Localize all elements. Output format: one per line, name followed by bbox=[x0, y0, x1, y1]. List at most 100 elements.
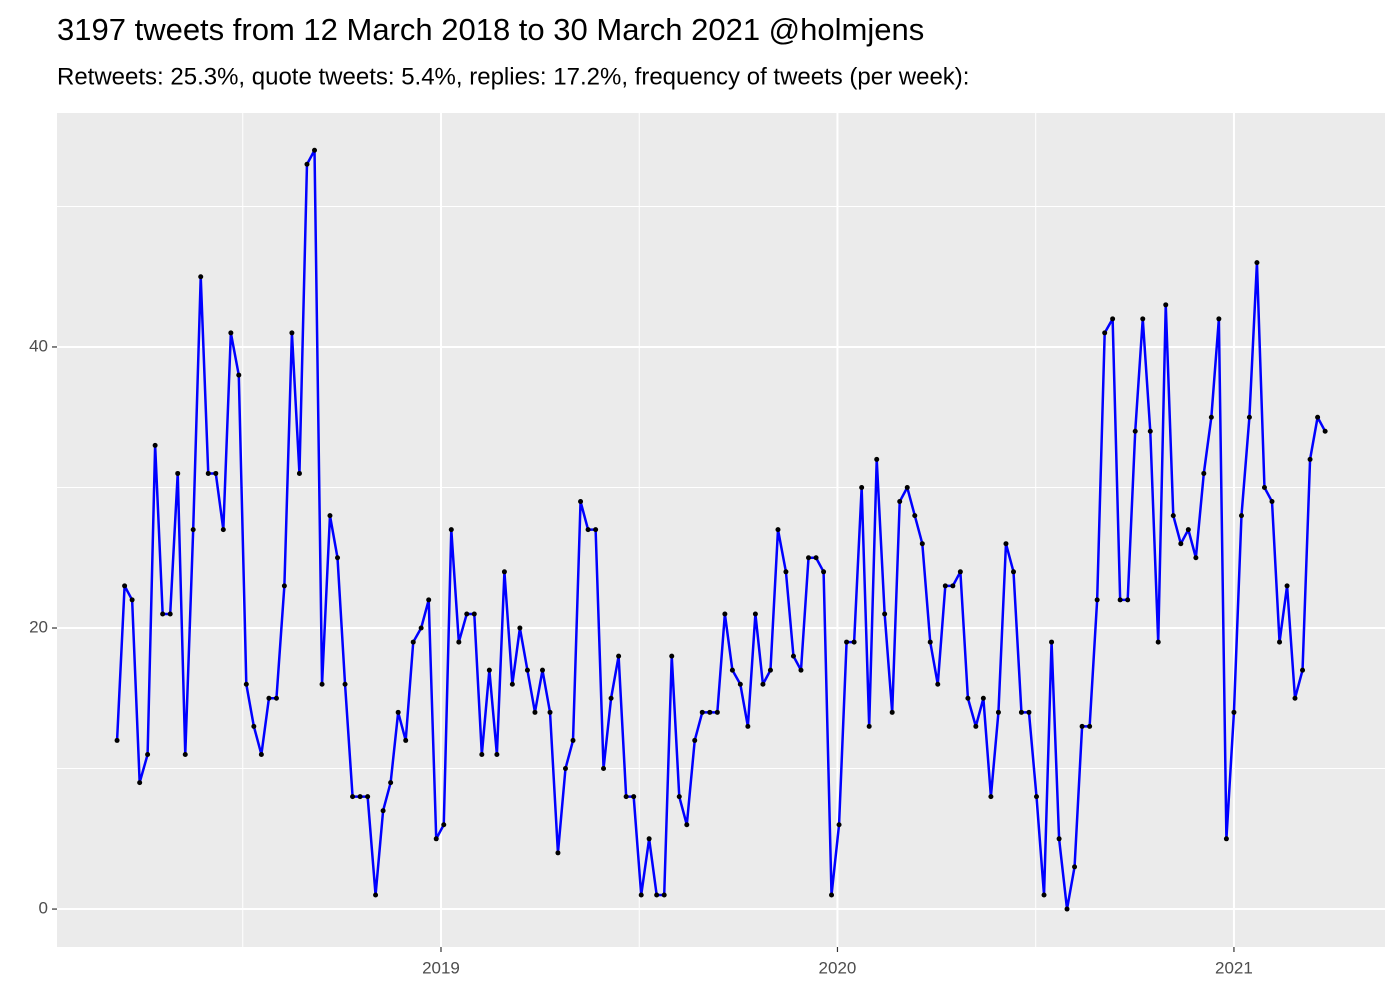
data-point bbox=[836, 822, 842, 828]
data-point bbox=[919, 541, 925, 547]
data-point bbox=[258, 751, 264, 757]
data-point bbox=[1307, 456, 1313, 462]
data-point bbox=[1208, 414, 1214, 420]
data-point bbox=[676, 794, 682, 800]
data-point bbox=[623, 794, 629, 800]
data-point bbox=[866, 723, 872, 729]
data-point bbox=[775, 527, 781, 533]
data-point bbox=[205, 470, 211, 476]
data-point bbox=[1026, 709, 1032, 715]
data-point bbox=[699, 709, 705, 715]
x-tick-label: 2020 bbox=[819, 958, 857, 977]
data-point bbox=[1125, 597, 1131, 603]
data-point bbox=[479, 751, 485, 757]
data-point bbox=[304, 161, 310, 167]
data-point bbox=[524, 667, 530, 673]
chart-subtitle: Retweets: 25.3%, quote tweets: 5.4%, rep… bbox=[57, 63, 969, 90]
data-point bbox=[494, 751, 500, 757]
data-point bbox=[692, 737, 698, 743]
data-point bbox=[167, 611, 173, 617]
data-point bbox=[729, 667, 735, 673]
data-point bbox=[745, 723, 751, 729]
data-point bbox=[570, 737, 576, 743]
data-point bbox=[1087, 723, 1093, 729]
data-point bbox=[1033, 794, 1039, 800]
data-point bbox=[616, 653, 622, 659]
data-point bbox=[798, 667, 804, 673]
data-point bbox=[767, 667, 773, 673]
data-point bbox=[1155, 639, 1161, 645]
data-point bbox=[988, 794, 994, 800]
data-point bbox=[980, 695, 986, 701]
data-point bbox=[145, 751, 151, 757]
data-point bbox=[464, 611, 470, 617]
data-point bbox=[995, 709, 1001, 715]
data-point bbox=[350, 794, 356, 800]
data-point bbox=[593, 527, 599, 533]
data-point bbox=[175, 470, 181, 476]
data-point bbox=[471, 611, 477, 617]
y-tick-label: 20 bbox=[29, 617, 48, 636]
data-point bbox=[1178, 541, 1184, 547]
data-point bbox=[448, 527, 454, 533]
data-point bbox=[213, 470, 219, 476]
data-point bbox=[1269, 499, 1275, 505]
data-point bbox=[973, 723, 979, 729]
data-point bbox=[859, 484, 865, 490]
data-point bbox=[585, 527, 591, 533]
data-point bbox=[684, 822, 690, 828]
data-point bbox=[1003, 541, 1009, 547]
data-point bbox=[335, 555, 341, 561]
data-point bbox=[646, 836, 652, 842]
data-point bbox=[1238, 513, 1244, 519]
data-point bbox=[441, 822, 447, 828]
data-point bbox=[220, 527, 226, 533]
data-point bbox=[236, 372, 242, 378]
data-point bbox=[1110, 316, 1116, 322]
data-point bbox=[152, 442, 158, 448]
data-point bbox=[380, 808, 386, 814]
data-point bbox=[942, 583, 948, 589]
data-point bbox=[631, 794, 637, 800]
data-point bbox=[1261, 484, 1267, 490]
data-point bbox=[1049, 639, 1055, 645]
data-point bbox=[1322, 428, 1328, 434]
data-point bbox=[198, 274, 204, 280]
data-point bbox=[418, 625, 424, 631]
data-point bbox=[1201, 470, 1207, 476]
data-point bbox=[509, 681, 515, 687]
data-point bbox=[410, 639, 416, 645]
data-point bbox=[707, 709, 713, 715]
data-point bbox=[935, 681, 941, 687]
data-point bbox=[539, 667, 545, 673]
data-point bbox=[1216, 316, 1222, 322]
data-point bbox=[829, 892, 835, 898]
data-point bbox=[190, 527, 196, 533]
data-point bbox=[1094, 597, 1100, 603]
data-point bbox=[1185, 527, 1191, 533]
data-point bbox=[388, 780, 394, 786]
data-point bbox=[889, 709, 895, 715]
data-point bbox=[661, 892, 667, 898]
data-point bbox=[578, 499, 584, 505]
data-point bbox=[1300, 667, 1306, 673]
data-point bbox=[433, 836, 439, 842]
data-point bbox=[456, 639, 462, 645]
data-point bbox=[426, 597, 432, 603]
data-point bbox=[669, 653, 675, 659]
data-point bbox=[395, 709, 401, 715]
data-point bbox=[851, 639, 857, 645]
y-tick-label: 40 bbox=[29, 336, 48, 355]
series-line bbox=[115, 148, 1327, 911]
plot-panel bbox=[57, 113, 1385, 947]
data-point bbox=[957, 569, 963, 575]
data-point bbox=[608, 695, 614, 701]
data-point bbox=[806, 555, 812, 561]
data-point bbox=[547, 709, 553, 715]
data-point bbox=[357, 794, 363, 800]
data-point bbox=[965, 695, 971, 701]
data-point bbox=[486, 667, 492, 673]
data-point bbox=[562, 766, 568, 772]
data-point bbox=[266, 695, 272, 701]
